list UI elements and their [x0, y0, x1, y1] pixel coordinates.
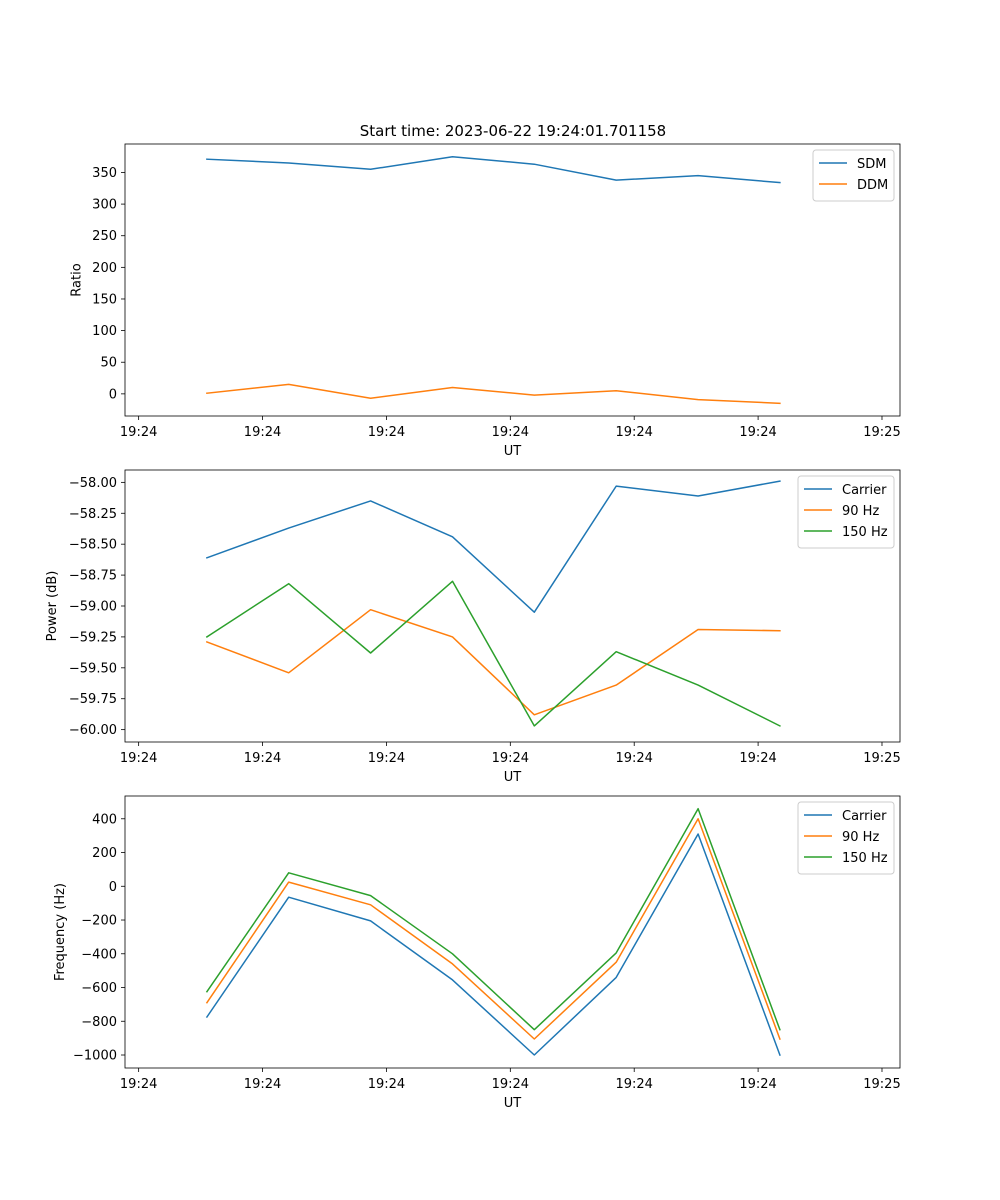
y-tick-label: −59.00	[69, 600, 117, 615]
x-tick-label: 19:24	[492, 751, 529, 766]
y-tick-label: −60.00	[69, 723, 117, 738]
x-tick-label: 19:24	[739, 1077, 776, 1092]
y-tick-label: −59.50	[69, 661, 117, 676]
series-line-carrier	[205, 833, 781, 1056]
series-lines	[206, 155, 781, 405]
x-tick-label: 19:24	[120, 751, 157, 766]
x-tick-label: 19:24	[492, 425, 529, 440]
series-line-150-hz	[205, 807, 781, 1031]
x-tick-label: 19:24	[244, 425, 281, 440]
y-tick-label: −58.00	[69, 476, 117, 491]
y-tick-label: 200	[92, 261, 117, 276]
subplots: 19:24 19:24 19:24 19:24 19:24 19:24 19:25 UT 0 50…	[45, 143, 901, 1111]
x-tick-label: 19:25	[863, 425, 900, 440]
legend-label: 150 Hz	[842, 525, 888, 540]
x-tick-label: 19:24	[244, 1077, 281, 1092]
x-axis-label: UT	[504, 770, 522, 785]
x-tick-label: 19:25	[863, 1077, 900, 1092]
y-tick-label: 50	[100, 356, 117, 371]
y-tick-label: −1000	[73, 1049, 117, 1064]
y-tick-label: 0	[109, 880, 117, 895]
legend-label: DDM	[857, 178, 888, 193]
y-tick-label: −58.50	[69, 538, 117, 553]
x-tick-label: 19:24	[368, 1077, 405, 1092]
series-line-carrier	[205, 480, 781, 613]
series-lines	[205, 480, 781, 727]
x-tick-label: 19:24	[739, 425, 776, 440]
x-axis: 19:24 19:24 19:24 19:24 19:24 19:24 19:25 UT	[120, 742, 901, 785]
series-line-ddm	[206, 383, 781, 405]
legend-box	[797, 801, 895, 875]
y-tick-label: 300	[92, 198, 117, 213]
x-tick-label: 19:24	[615, 425, 652, 440]
x-tick-label: 19:24	[120, 425, 157, 440]
y-tick-label: 250	[92, 229, 117, 244]
legend-label: 150 Hz	[842, 851, 888, 866]
y-tick-label: −800	[81, 1015, 117, 1030]
y-tick-label: 350	[92, 166, 117, 181]
legend: Carrier 90 Hz 150 Hz	[797, 475, 895, 549]
legend-label: Carrier	[842, 483, 887, 498]
x-tick-label: 19:24	[368, 751, 405, 766]
y-tick-label: −600	[81, 981, 117, 996]
y-tick-label: 0	[109, 387, 117, 402]
figure-title: Start time: 2023-06-22 19:24:01.701158	[360, 122, 666, 140]
legend-label: Carrier	[842, 809, 887, 824]
y-axis: 0 50 100 150 200 250 300 350 Ratio	[69, 166, 125, 402]
y-tick-label: 150	[92, 292, 117, 307]
y-axis-label: Ratio	[69, 263, 84, 296]
y-tick-label: −58.25	[69, 507, 117, 522]
x-tick-label: 19:24	[739, 751, 776, 766]
legend-box	[797, 475, 895, 549]
y-axis-label: Frequency (Hz)	[53, 883, 68, 981]
x-axis: 19:24 19:24 19:24 19:24 19:24 19:24 19:25 UT	[120, 1068, 901, 1111]
x-tick-label: 19:24	[615, 1077, 652, 1092]
y-tick-label: 400	[92, 812, 117, 827]
x-tick-label: 19:24	[615, 751, 652, 766]
x-tick-label: 19:24	[244, 751, 281, 766]
legend-label: 90 Hz	[842, 830, 879, 845]
y-axis: −1000 −800 −600 −400 −200 0 200 400 Frequency (H…	[53, 812, 125, 1064]
legend: SDM DDM	[812, 149, 895, 202]
x-tick-label: 19:24	[120, 1077, 157, 1092]
x-axis-label: UT	[504, 444, 522, 459]
y-tick-label: −400	[81, 947, 117, 962]
y-tick-label: −59.25	[69, 630, 117, 645]
series-lines	[205, 807, 781, 1056]
y-tick-label: −200	[81, 914, 117, 929]
x-axis: 19:24 19:24 19:24 19:24 19:24 19:24 19:25 UT	[120, 416, 901, 459]
y-tick-label: 200	[92, 846, 117, 861]
x-axis-label: UT	[504, 1096, 522, 1111]
series-line-sdm	[206, 155, 781, 184]
series-line-90-hz	[205, 818, 781, 1040]
legend: Carrier 90 Hz 150 Hz	[797, 801, 895, 875]
y-tick-label: 100	[92, 324, 117, 339]
legend-label: SDM	[857, 157, 886, 172]
x-tick-label: 19:24	[368, 425, 405, 440]
x-tick-label: 19:25	[863, 751, 900, 766]
subplot-1: 19:24 19:24 19:24 19:24 19:24 19:24 19:25 UT 0 50…	[69, 143, 901, 459]
subplot-2: 19:24 19:24 19:24 19:24 19:24 19:24 19:25 UT −60…	[45, 469, 901, 785]
y-axis: −60.00 −59.75 −59.50 −59.25 −59.00 −58.75 −58.…	[45, 476, 125, 738]
x-tick-label: 19:24	[492, 1077, 529, 1092]
y-tick-label: −59.75	[69, 692, 117, 707]
y-tick-label: −58.75	[69, 569, 117, 584]
axes-frame	[124, 143, 901, 417]
series-line-90-hz	[205, 608, 781, 716]
series-line-150-hz	[205, 580, 781, 727]
subplot-3: 19:24 19:24 19:24 19:24 19:24 19:24 19:25 UT −10…	[53, 795, 901, 1111]
axes-frame	[124, 795, 901, 1069]
y-axis-label: Power (dB)	[45, 571, 60, 642]
legend-label: 90 Hz	[842, 504, 879, 519]
